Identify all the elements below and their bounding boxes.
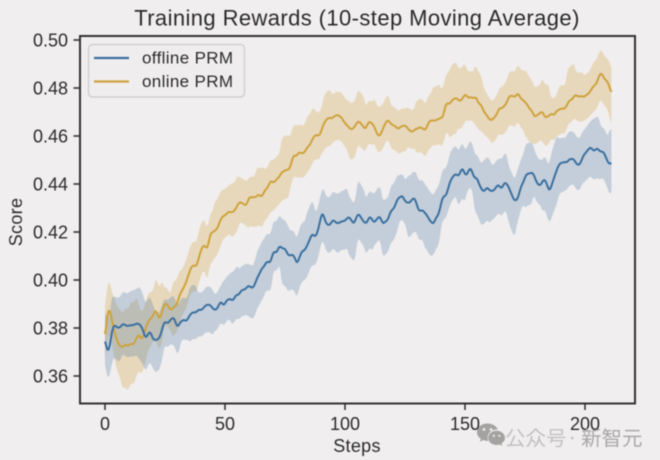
svg-text:0: 0 [100, 414, 110, 434]
svg-text:Score: Score [6, 198, 26, 247]
svg-text:0.46: 0.46 [33, 127, 68, 147]
svg-text:0.42: 0.42 [33, 223, 68, 243]
svg-text:0.44: 0.44 [33, 175, 68, 195]
svg-text:0.38: 0.38 [33, 319, 68, 339]
svg-text:Training Rewards (10-step Movi: Training Rewards (10-step Moving Average… [134, 6, 580, 31]
svg-text:50: 50 [215, 414, 235, 434]
svg-text:0.48: 0.48 [33, 79, 68, 99]
svg-text:offline PRM: offline PRM [142, 49, 233, 68]
svg-text:0.40: 0.40 [33, 271, 68, 291]
svg-text:0.50: 0.50 [33, 31, 68, 51]
svg-text:0.36: 0.36 [33, 367, 68, 387]
svg-text:online PRM: online PRM [142, 72, 233, 91]
svg-text:150: 150 [450, 414, 480, 434]
svg-text:100: 100 [330, 414, 360, 434]
svg-text:200: 200 [570, 414, 600, 434]
svg-text:Steps: Steps [333, 436, 381, 456]
